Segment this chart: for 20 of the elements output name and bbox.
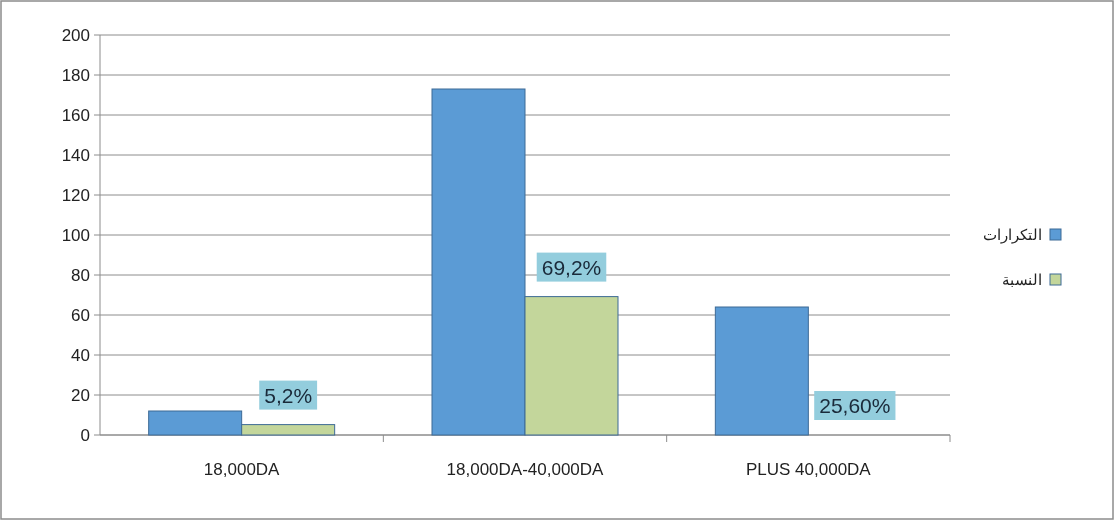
y-tick-label: 120 xyxy=(61,186,90,205)
y-tick-label: 20 xyxy=(71,386,90,405)
y-tick-label: 180 xyxy=(61,66,90,85)
y-tick-label: 0 xyxy=(80,426,90,445)
y-tick-label: 80 xyxy=(71,266,90,285)
legend-label: النسبة xyxy=(1002,271,1042,288)
y-tick-label: 60 xyxy=(71,306,90,325)
x-tick-label: 18,000DA xyxy=(203,460,281,479)
y-tick-label: 40 xyxy=(71,346,90,365)
data-label: 5,2% xyxy=(264,383,313,407)
y-tick-label: 160 xyxy=(61,106,90,125)
x-tick-label: 18,000DA-40,000DA xyxy=(446,460,605,479)
text: 25,60% xyxy=(819,394,891,417)
bar xyxy=(714,306,809,436)
legend-label: التكرارات xyxy=(983,226,1042,244)
data-label: 69,2% xyxy=(541,255,602,279)
y-tick-label: 140 xyxy=(61,146,90,165)
y-tick-label: 100 xyxy=(61,226,90,245)
x-tick-label: PLUS 40,000DA xyxy=(745,460,872,479)
y-tick-label: 200 xyxy=(61,26,90,45)
